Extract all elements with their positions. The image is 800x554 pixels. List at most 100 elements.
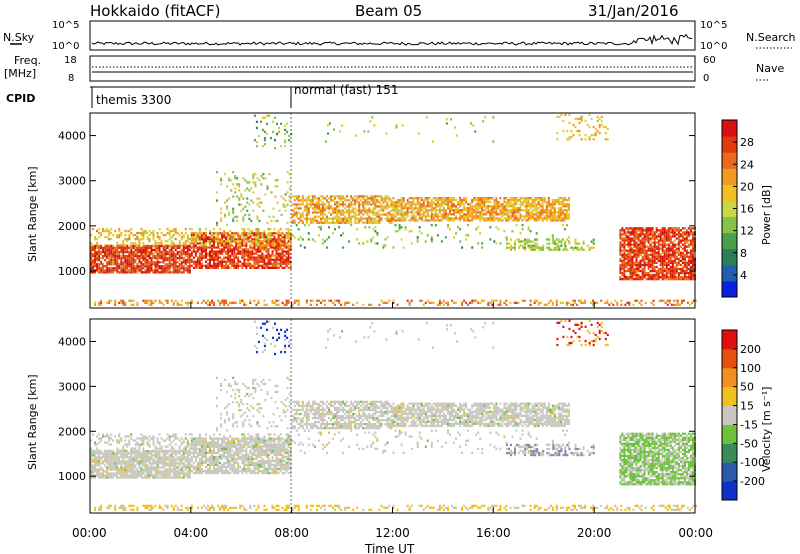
power-cell [578, 121, 581, 125]
power-cell [653, 273, 656, 277]
power-cell [392, 201, 395, 204]
power-cell [600, 115, 603, 118]
power-cell [211, 246, 213, 249]
power-cell [653, 261, 656, 264]
power-cell [641, 231, 644, 234]
power-cell [336, 217, 338, 220]
velocity-cell [118, 472, 121, 475]
power-cell [532, 240, 535, 243]
power-cell [471, 205, 474, 208]
power-cell [392, 203, 395, 206]
velocity-cell [116, 450, 119, 453]
power-cell [263, 232, 266, 235]
power-cell [281, 232, 284, 235]
power-cell [305, 217, 308, 220]
power-cell [402, 246, 405, 249]
velocity-cell [110, 474, 113, 477]
power-cell [344, 215, 347, 218]
velocity-cell [116, 468, 119, 471]
power-cell [515, 301, 518, 304]
power-cell [350, 221, 353, 224]
power-cell [232, 217, 235, 220]
power-cell [372, 207, 375, 210]
power-cell [174, 231, 177, 235]
power-cell [374, 211, 377, 214]
power-cell [459, 240, 462, 243]
power-cell [287, 262, 290, 265]
power-cell [366, 195, 369, 198]
power-cell [681, 231, 684, 234]
power-cell [311, 203, 314, 206]
power-cell [477, 199, 480, 202]
power-cell [232, 195, 235, 198]
velocity-cell [134, 460, 137, 463]
power-cell [283, 250, 286, 253]
power-cell [217, 264, 220, 267]
power-cell [284, 124, 287, 127]
power-cell [305, 299, 308, 302]
power-cell [190, 258, 193, 261]
power-cell [515, 199, 518, 202]
power-cell [174, 248, 177, 252]
power-cell [406, 201, 409, 204]
power-cell [625, 249, 628, 252]
power-cell [455, 232, 457, 235]
power-cell [230, 189, 233, 192]
velocity-cell [118, 452, 121, 455]
power-cell [412, 215, 415, 218]
power-cell [645, 235, 648, 238]
power-cell [266, 122, 268, 125]
power-cell [362, 221, 365, 224]
power-cell [378, 201, 381, 204]
power-cell [505, 299, 508, 302]
power-cell [263, 234, 266, 237]
power-cell [279, 248, 282, 251]
power-cell [537, 219, 540, 222]
power-cell [94, 269, 96, 272]
power-cell [98, 248, 101, 252]
power-cell [671, 278, 674, 281]
power-cell [348, 301, 351, 304]
power-cell [340, 195, 343, 198]
power-cell [639, 265, 642, 269]
power-cell [162, 252, 165, 256]
power-cell [669, 247, 672, 250]
power-cell [326, 219, 328, 222]
power-cell [261, 244, 264, 247]
power-cell [690, 255, 692, 258]
power-cell [188, 261, 191, 264]
velocity-cell [130, 462, 133, 465]
power-cell [326, 215, 328, 218]
power-cell [492, 116, 495, 119]
power-cell [213, 236, 215, 239]
power-cell [263, 299, 266, 302]
power-cell [541, 199, 544, 202]
power-cell [396, 213, 399, 216]
power-cell [633, 261, 636, 264]
velocity-cell [148, 450, 151, 453]
power-cell [457, 226, 459, 229]
power-cell [182, 234, 185, 237]
power-cell [267, 264, 270, 267]
power-cell [691, 301, 693, 304]
power-cell [323, 240, 326, 243]
power-cell [645, 273, 648, 277]
power-cell [479, 232, 482, 235]
power-cell [231, 234, 234, 237]
power-cell [265, 262, 268, 265]
power-cell [219, 264, 222, 267]
power-cell [126, 261, 129, 264]
power-cell [98, 246, 101, 250]
power-cell [293, 213, 296, 216]
power-cell [505, 209, 508, 212]
power-cell [410, 219, 413, 222]
power-cell [639, 245, 642, 248]
power-cell [285, 252, 288, 255]
power-cell [434, 213, 437, 216]
power-cell [250, 187, 253, 190]
power-cell [255, 242, 258, 245]
power-cell [623, 278, 626, 281]
power-cell [257, 266, 260, 269]
power-cell [330, 299, 332, 302]
power-cell [154, 263, 157, 266]
